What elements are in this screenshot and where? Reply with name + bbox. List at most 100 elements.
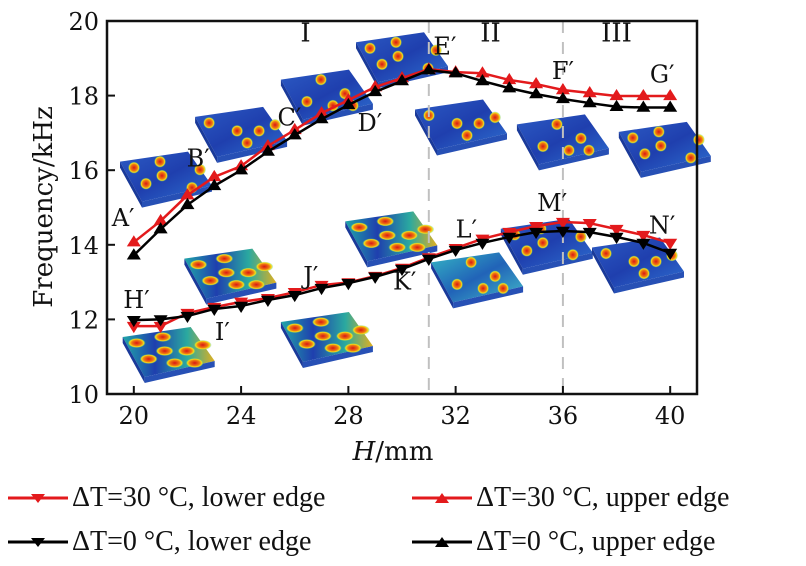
mode-hotspot xyxy=(351,325,370,336)
mode-J-inset xyxy=(280,312,373,369)
mode-hotspot xyxy=(451,117,463,130)
mode-hotspot xyxy=(247,279,266,290)
mode-hotspot xyxy=(520,244,533,257)
series-point xyxy=(609,99,624,111)
point-label: G′ xyxy=(650,61,675,89)
mode-plate-side xyxy=(592,247,614,294)
series-point xyxy=(153,321,168,334)
mode-hotspot xyxy=(153,331,172,342)
series-point xyxy=(126,315,141,328)
region-labels: I II III xyxy=(300,19,632,49)
point-label: A′ xyxy=(111,204,135,232)
x-axis-label-var: H xyxy=(352,437,377,467)
legend-marker-black-down xyxy=(8,538,68,547)
series-point xyxy=(555,217,570,230)
series-point xyxy=(368,84,383,97)
mode-F-inset xyxy=(516,114,609,171)
series-point xyxy=(475,66,490,78)
region-label: II xyxy=(480,19,501,49)
mode-hotspot xyxy=(465,256,478,269)
mode-plate-side xyxy=(618,131,641,178)
series-point xyxy=(502,232,517,244)
plot-frame xyxy=(105,19,699,396)
series-point xyxy=(314,106,329,118)
legend-item-black-lower: ΔT=0 °C, lower edge xyxy=(6,522,311,562)
legend-item-black-upper: ΔT=0 °C, upper edge xyxy=(410,522,715,562)
mode-hotspot xyxy=(165,357,184,368)
mode-hotspot xyxy=(139,353,158,364)
mode-shape-insets xyxy=(120,32,711,383)
mode-hotspot xyxy=(350,222,369,233)
mode-hotspot xyxy=(362,238,381,249)
mode-plate-side xyxy=(184,258,207,305)
series-point xyxy=(287,128,302,140)
series-point xyxy=(582,96,597,108)
mode-hotspot xyxy=(562,144,575,157)
mode-hotspot xyxy=(311,317,330,328)
mode-plate-side xyxy=(431,262,454,309)
point-label: N′ xyxy=(649,212,675,240)
point-label: E′ xyxy=(433,33,456,61)
mode-hotspot xyxy=(255,261,274,272)
x-tick-label: 32 xyxy=(440,402,471,430)
series-point xyxy=(475,74,490,86)
mode-hotspot xyxy=(378,230,397,241)
legend-delta: ΔT xyxy=(476,526,512,557)
mode-hotspot xyxy=(489,270,502,283)
series-point xyxy=(153,213,168,226)
mode-hotspot xyxy=(628,255,640,268)
point-label: C′ xyxy=(277,103,301,131)
mode-hotspot xyxy=(177,345,196,356)
mode-E-inset xyxy=(415,99,507,156)
series-point xyxy=(421,254,436,266)
series-point xyxy=(582,227,597,240)
mode-hotspot xyxy=(253,124,266,137)
x-tick-label: 28 xyxy=(333,402,364,430)
series-point xyxy=(180,197,195,210)
series-point xyxy=(663,248,678,261)
mode-K-inset xyxy=(345,211,438,268)
mode-hotspot xyxy=(650,255,662,268)
mode-hotspot xyxy=(684,151,697,164)
series-point xyxy=(636,230,651,243)
series-point xyxy=(663,238,678,250)
series-point xyxy=(153,315,168,327)
mode-hotspot xyxy=(335,331,354,342)
mode-H-inset xyxy=(122,326,215,383)
legend-label: ΔT=0 °C, upper edge xyxy=(476,526,715,558)
legend: ΔT=30 °C, lower edge ΔT=30 °C, upper edg… xyxy=(0,478,806,564)
mode-hotspot xyxy=(390,36,402,49)
mode-hotspot xyxy=(638,267,650,280)
legend-label: ΔT=0 °C, lower edge xyxy=(72,526,311,558)
mode-hotspot xyxy=(127,337,146,348)
mode-plate-side xyxy=(280,322,303,369)
legend-marker-red-up xyxy=(412,493,472,503)
series-point xyxy=(555,91,570,104)
mode-hotspot xyxy=(201,275,220,286)
y-axis-ticks: 10 12 14 16 18 20 xyxy=(68,8,115,409)
legend-text: =0 °C, lower edge xyxy=(107,526,312,557)
x-axis-label: H/mm xyxy=(352,437,434,467)
mode-hotspot xyxy=(582,144,595,157)
series-point xyxy=(180,311,195,324)
series-point xyxy=(126,248,141,260)
mode-hotspot xyxy=(461,129,473,142)
point-label: H′ xyxy=(123,286,149,314)
series-point xyxy=(609,232,624,244)
mode-hotspot xyxy=(416,224,435,235)
series-point xyxy=(636,100,651,112)
legend-delta: ΔT xyxy=(476,482,512,513)
mode-hotspot xyxy=(364,42,376,55)
mode-hotspot xyxy=(497,282,510,295)
legend-item-red-upper: ΔT=30 °C, upper edge xyxy=(410,478,729,518)
mode-plate-side xyxy=(500,228,523,275)
mode-plate-side xyxy=(345,221,368,268)
mode-hotspot xyxy=(654,139,667,152)
series-point xyxy=(234,163,249,175)
series-point xyxy=(663,88,678,101)
legend-label: ΔT=30 °C, lower edge xyxy=(72,482,325,514)
point-label: D′ xyxy=(357,109,382,137)
mode-hotspot xyxy=(314,73,327,86)
series-point xyxy=(260,295,275,308)
point-label: K′ xyxy=(393,268,416,296)
